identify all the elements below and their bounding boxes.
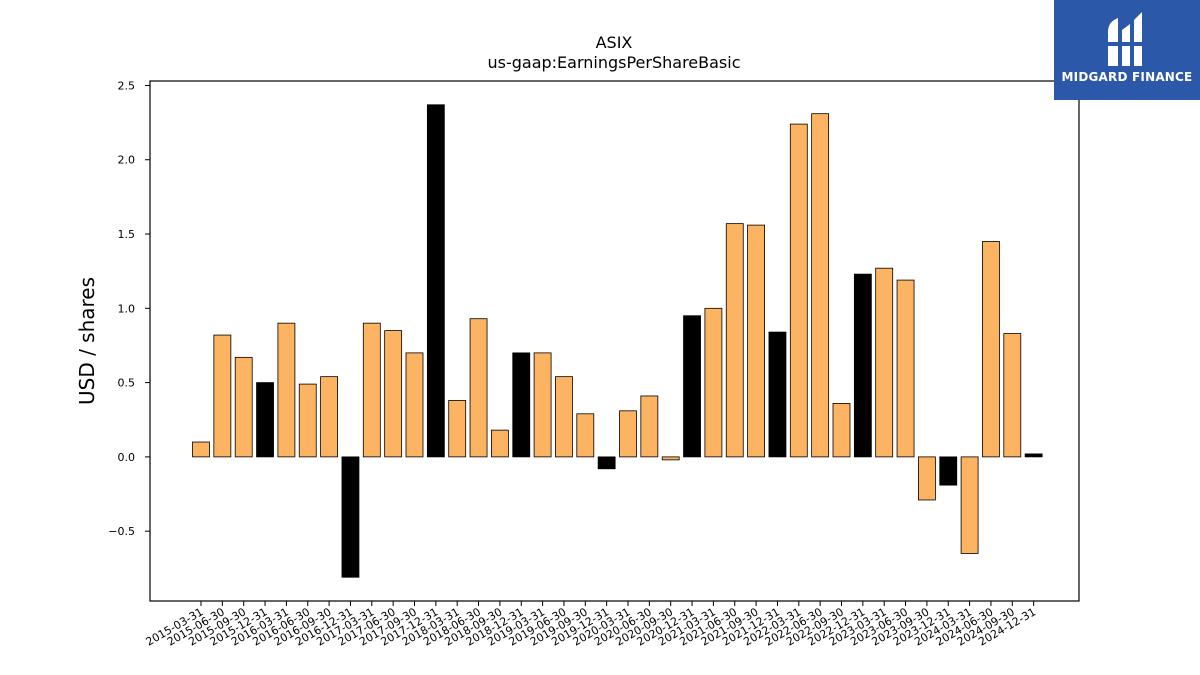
bar-2022-09-30 — [832, 402, 851, 458]
brand-name: MIDGARD FINANCE — [1061, 70, 1193, 84]
bar-2016-03-31 — [277, 322, 296, 458]
bar-2017-06-30 — [384, 330, 403, 458]
bar-2024-06-30 — [982, 241, 1000, 458]
y-tick-label: 0.0 — [118, 451, 136, 464]
bar-2022-03-31 — [789, 123, 808, 458]
bar-2022-12-31 — [853, 273, 872, 458]
y-axis-label: USD / shares — [75, 277, 99, 405]
bar-2021-09-30 — [747, 224, 765, 458]
bar-2023-09-30 — [918, 456, 936, 501]
y-tick-label: 2.5 — [118, 79, 136, 92]
bar-2024-12-31 — [1024, 453, 1043, 458]
bar-2023-06-30 — [896, 279, 915, 458]
bar-2019-03-31 — [533, 352, 552, 458]
bar-2015-06-30 — [213, 334, 232, 458]
bar-2021-06-30 — [725, 223, 744, 458]
chart-title: ASIX — [596, 33, 633, 52]
bar-2020-06-30 — [640, 395, 659, 458]
bar-2020-03-31 — [619, 410, 637, 458]
bar-2020-12-31 — [683, 315, 701, 458]
bar-2018-06-30 — [469, 318, 488, 458]
bar-2015-03-31 — [192, 441, 210, 458]
bar-2024-03-31 — [960, 456, 979, 554]
y-tick-label: 1.0 — [118, 302, 136, 315]
bar-2018-03-31 — [448, 400, 467, 458]
bar-2018-12-31 — [512, 352, 531, 458]
midgard-logo-icon — [1106, 12, 1146, 66]
bar-2019-09-30 — [576, 413, 595, 458]
bar-2017-09-30 — [405, 352, 424, 458]
bar-2016-06-30 — [298, 383, 317, 458]
bar-2017-03-31 — [362, 322, 381, 458]
bars-group — [192, 104, 1043, 578]
bar-2016-12-31 — [341, 456, 360, 578]
bar-2015-09-30 — [234, 356, 253, 458]
y-tick-label: 0.5 — [118, 377, 136, 390]
bar-2022-06-30 — [811, 113, 830, 458]
bar-2017-12-31 — [426, 104, 445, 458]
bar-2018-09-30 — [490, 429, 509, 458]
bar-2023-12-31 — [939, 456, 958, 486]
y-tick-label: −0.5 — [108, 525, 135, 538]
x-axis: 2015-03-312015-06-302015-09-302015-12-31… — [144, 601, 1038, 649]
bar-2016-09-30 — [320, 376, 339, 458]
bar-2019-12-31 — [597, 456, 616, 470]
bar-2020-09-30 — [661, 456, 680, 461]
bar-2021-03-31 — [704, 307, 723, 458]
plot-frame — [149, 80, 1080, 602]
y-tick-label: 1.5 — [118, 228, 136, 241]
y-axis: −0.5 0.0 0.5 1.0 1.5 2.0 2.5 — [108, 79, 150, 538]
y-tick-label: 2.0 — [118, 154, 136, 167]
bar-2023-03-31 — [875, 267, 894, 458]
bar-2024-09-30 — [1003, 333, 1022, 458]
brand-logo: MIDGARD FINANCE — [1054, 0, 1200, 100]
bar-2019-06-30 — [555, 376, 573, 458]
bar-2021-12-31 — [768, 331, 787, 458]
chart-subtitle: us-gaap:EarningsPerShareBasic — [487, 53, 740, 72]
bar-2015-12-31 — [256, 382, 274, 458]
